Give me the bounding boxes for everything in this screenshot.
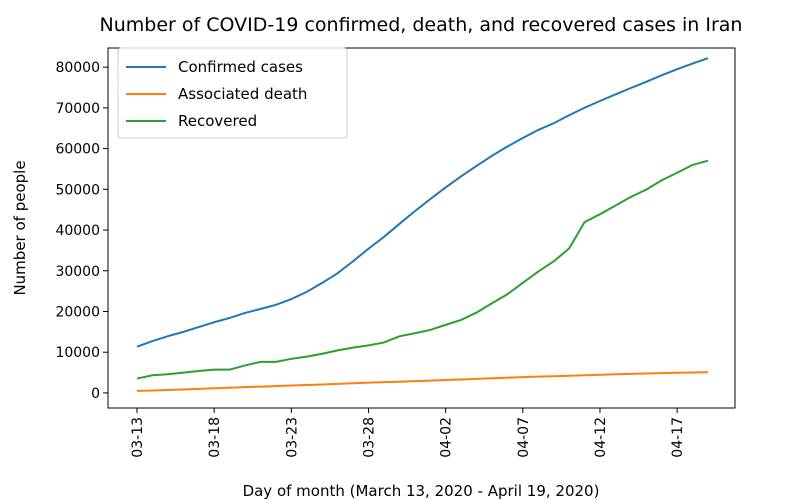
y-tick-label: 70000 — [55, 101, 100, 117]
x-tick-label: 03-18 — [207, 417, 223, 458]
series-line — [136, 371, 709, 392]
x-axis-label: Day of month (March 13, 2020 - April 19,… — [243, 482, 600, 500]
y-tick-label: 60000 — [55, 142, 100, 158]
legend-box — [117, 47, 348, 139]
x-tick-label: 03-23 — [284, 417, 300, 458]
y-tick-label: 20000 — [55, 304, 100, 320]
x-tick-label: 03-13 — [130, 417, 146, 458]
y-tick-label: 80000 — [55, 60, 100, 76]
legend-label: Confirmed cases — [178, 58, 303, 76]
chart-title: Number of COVID-19 confirmed, death, and… — [100, 14, 743, 36]
y-tick-label: 50000 — [55, 182, 100, 198]
y-tick-label: 30000 — [55, 264, 100, 280]
legend: Confirmed cases Associated death Recovered — [117, 47, 348, 139]
x-tick-label: 04-07 — [516, 417, 532, 458]
x-tick-label: 04-12 — [593, 417, 609, 458]
plot-frame — [107, 47, 736, 409]
y-tick-label: 40000 — [55, 223, 100, 239]
series-line — [136, 57, 709, 348]
legend-label: Associated death — [178, 85, 307, 103]
y-tick-label: 10000 — [55, 345, 100, 361]
y-tick-label: 0 — [91, 386, 100, 402]
x-tick-label: 03-28 — [361, 417, 377, 458]
legend-label: Recovered — [178, 112, 257, 130]
y-axis-label: Number of people — [11, 160, 29, 295]
x-tick-label: 04-02 — [439, 417, 455, 458]
series-line — [136, 159, 709, 380]
x-tick-label: 04-17 — [670, 417, 686, 458]
